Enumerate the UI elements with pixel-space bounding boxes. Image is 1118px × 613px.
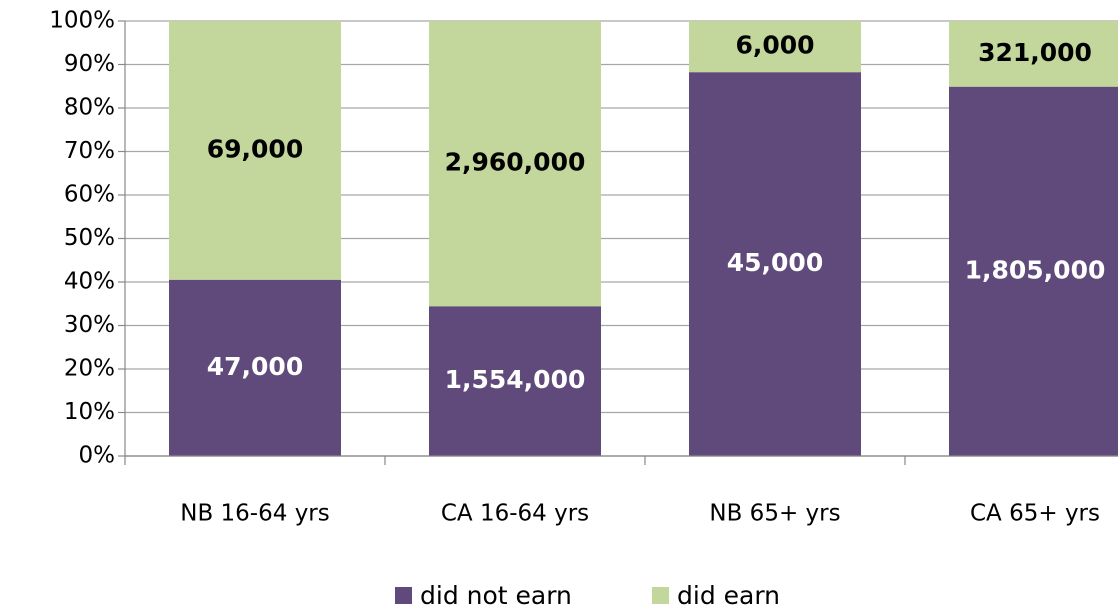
x-tick-label: CA 16-64 yrs [441, 501, 589, 527]
legend-label: did earn [677, 581, 780, 610]
x-tick-label: CA 65+ yrs [970, 501, 1100, 527]
value-label: 6,000 [735, 31, 814, 60]
bar-segment [169, 279, 341, 456]
y-tick-label: 0% [79, 443, 116, 469]
y-tick-label: 80% [64, 95, 115, 121]
y-tick-label: 40% [64, 269, 115, 295]
y-tick-label: 70% [64, 138, 115, 164]
bar-segment [429, 21, 601, 307]
bar-segment [689, 72, 861, 457]
value-label: 2,960,000 [445, 148, 586, 177]
y-tick-label: 100% [49, 8, 115, 34]
legend-swatch [652, 587, 669, 604]
bar-segment [429, 306, 601, 456]
y-tick-label: 20% [64, 356, 115, 382]
y-tick-label: 90% [64, 51, 115, 77]
value-label: 45,000 [727, 248, 823, 277]
value-label: 47,000 [207, 352, 303, 381]
bar-segment [169, 21, 341, 280]
value-label: 69,000 [207, 134, 303, 163]
x-tick-label: NB 16-64 yrs [180, 501, 330, 527]
x-tick-label: NB 65+ yrs [709, 501, 840, 527]
bar-segment [949, 21, 1118, 87]
value-label: 321,000 [978, 38, 1092, 67]
y-tick-label: 10% [64, 399, 115, 425]
y-tick-label: 50% [64, 225, 115, 251]
value-label: 1,554,000 [445, 365, 586, 394]
y-tick-label: 60% [64, 182, 115, 208]
bar-segment [689, 21, 861, 73]
bar-segment [949, 86, 1118, 456]
legend-label: did not earn [420, 581, 572, 610]
value-label: 1,805,000 [965, 255, 1106, 284]
y-tick-label: 30% [64, 312, 115, 338]
legend-swatch [395, 587, 412, 604]
